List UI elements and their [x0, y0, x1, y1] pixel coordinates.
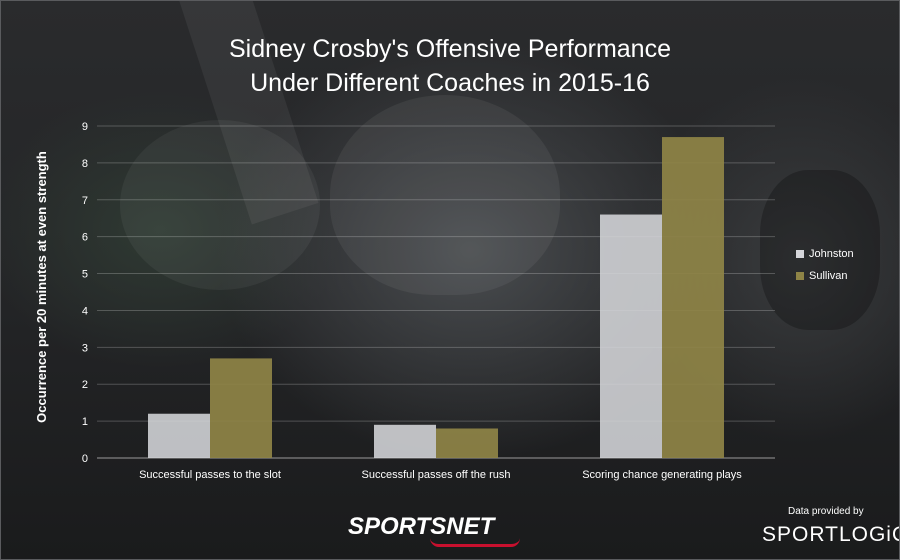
- sportsnet-logo-swoosh: [430, 538, 520, 547]
- bar-sullivan-1: [210, 358, 272, 458]
- bar-sullivan-3: [662, 137, 724, 459]
- y-tick-label: 4: [82, 305, 88, 317]
- sportsnet-logo: SPORTSNET: [348, 513, 495, 540]
- y-tick-label: 5: [82, 269, 88, 281]
- y-tick-label: 2: [82, 379, 88, 391]
- legend-swatch-johnston: [796, 250, 804, 258]
- legend-swatch-sullivan: [796, 272, 804, 280]
- chart-title-line-2: Under Different Coaches in 2015-16: [250, 69, 650, 97]
- sportlogiq-logo: SPORTLOGiQ: [762, 523, 900, 546]
- legend-label-johnston: Johnston: [809, 248, 854, 260]
- data-credit-text: Data provided by: [788, 506, 864, 517]
- x-category-label: Successful passes off the rush: [362, 469, 511, 481]
- y-tick-label: 0: [82, 453, 88, 465]
- x-category-label: Successful passes to the slot: [139, 469, 281, 481]
- y-tick-label: 6: [82, 232, 88, 244]
- y-tick-label: 8: [82, 158, 88, 170]
- background-glove-shape: [760, 170, 880, 330]
- legend-item-sullivan: Sullivan: [796, 265, 854, 287]
- y-tick-label: 7: [82, 195, 88, 207]
- bar-johnston-3: [600, 214, 662, 458]
- y-tick-label: 9: [82, 121, 88, 133]
- y-tick-label: 1: [82, 416, 88, 428]
- legend-label-sullivan: Sullivan: [809, 270, 848, 282]
- background-helmet-shape: [330, 95, 560, 295]
- bars: [148, 137, 724, 459]
- bar-johnston-2: [374, 424, 436, 458]
- chart-title: Sidney Crosby's Offensive Performance Un…: [0, 32, 900, 100]
- y-axis-ticks: 0 1 2 3 4 5 6 7 8 9: [82, 121, 88, 465]
- bar-johnston-1: [148, 413, 210, 458]
- x-category-label: Scoring chance generating plays: [582, 469, 742, 481]
- legend-item-johnston: Johnston: [796, 243, 854, 265]
- chart-title-line-1: Sidney Crosby's Offensive Performance: [228, 35, 671, 63]
- y-tick-label: 3: [82, 342, 88, 354]
- bar-sullivan-2: [436, 428, 498, 458]
- legend: Johnston Sullivan: [796, 243, 854, 287]
- x-axis-categories: Successful passes to the slot Successful …: [139, 469, 742, 481]
- background-shoulder-shape: [120, 120, 320, 290]
- y-axis-label: Occurrence per 20 minutes at even streng…: [34, 151, 49, 423]
